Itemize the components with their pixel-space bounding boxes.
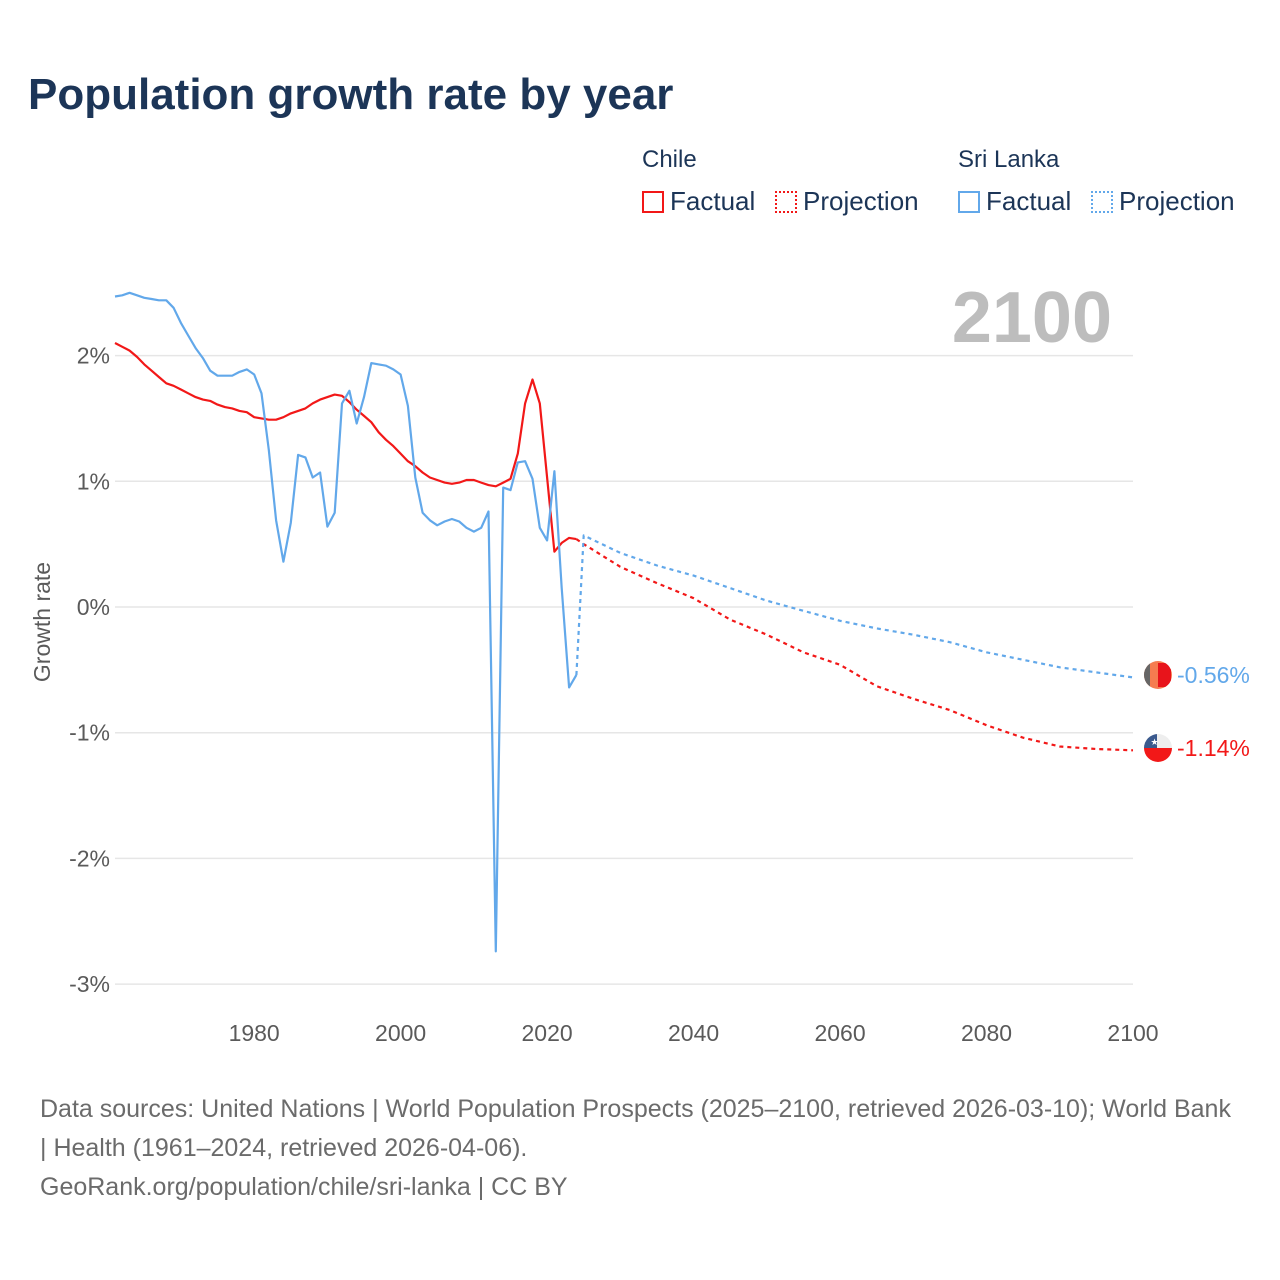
x-tick-label: 2000 bbox=[375, 1020, 426, 1046]
y-tick-label: 1% bbox=[77, 468, 110, 494]
y-tick-label: 2% bbox=[77, 343, 110, 369]
legend-label: Projection bbox=[1119, 186, 1235, 216]
legend-swatch-dotted bbox=[1091, 190, 1113, 213]
x-tick-label: 2020 bbox=[522, 1020, 573, 1046]
x-tick-label: 2080 bbox=[961, 1020, 1012, 1046]
series-line-chile-factual bbox=[114, 342, 577, 553]
legend-swatch-solid bbox=[642, 190, 664, 213]
svg-text:★: ★ bbox=[1151, 737, 1159, 747]
y-tick-label: 0% bbox=[77, 594, 110, 620]
legend-label: Factual bbox=[986, 186, 1072, 216]
x-tick-label: 2040 bbox=[668, 1020, 719, 1046]
series-line-sri-lanka-projection bbox=[575, 534, 1134, 679]
legend-label: Factual bbox=[670, 186, 756, 216]
legend-sri-lanka-factual[interactable]: Factual bbox=[958, 186, 1071, 217]
year-watermark: 2100 bbox=[952, 278, 1112, 358]
legend-swatch-dotted bbox=[775, 190, 797, 213]
legend-chile-projection[interactable]: Projection bbox=[775, 186, 919, 217]
y-tick-label: -2% bbox=[69, 845, 110, 871]
chart-title: Population growth rate by year bbox=[28, 70, 674, 119]
x-tick-label: 2100 bbox=[1107, 1020, 1158, 1046]
legend-sri-lanka-projection[interactable]: Projection bbox=[1091, 186, 1235, 217]
legend-swatch-solid bbox=[958, 190, 980, 213]
legend-chile-factual[interactable]: Factual bbox=[642, 186, 755, 217]
series-line-chile-projection bbox=[575, 538, 1134, 752]
y-axis-label: Growth rate bbox=[29, 562, 55, 682]
data-sources: Data sources: United Nations | World Pop… bbox=[40, 1095, 1231, 1162]
footer: Data sources: United Nations | World Pop… bbox=[40, 1090, 1240, 1207]
legend-country-sri-lanka: Sri Lanka bbox=[958, 146, 1060, 173]
x-tick-label: 1980 bbox=[229, 1020, 280, 1046]
end-label-chile: -1.14% bbox=[1177, 735, 1250, 761]
sri-lanka-flag-icon bbox=[1144, 661, 1172, 689]
y-tick-label: -1% bbox=[69, 720, 110, 746]
credit-link[interactable]: GeoRank.org/population/chile/sri-lanka |… bbox=[40, 1173, 568, 1201]
y-tick-label: -3% bbox=[69, 971, 110, 997]
legend-country-chile: Chile bbox=[642, 146, 697, 173]
end-label-sri-lanka: -0.56% bbox=[1177, 662, 1250, 688]
chile-flag-icon: ★ bbox=[1144, 734, 1172, 762]
x-tick-label: 2060 bbox=[814, 1020, 865, 1046]
legend-label: Projection bbox=[803, 186, 919, 216]
series-line-sri-lanka-factual bbox=[114, 291, 578, 953]
